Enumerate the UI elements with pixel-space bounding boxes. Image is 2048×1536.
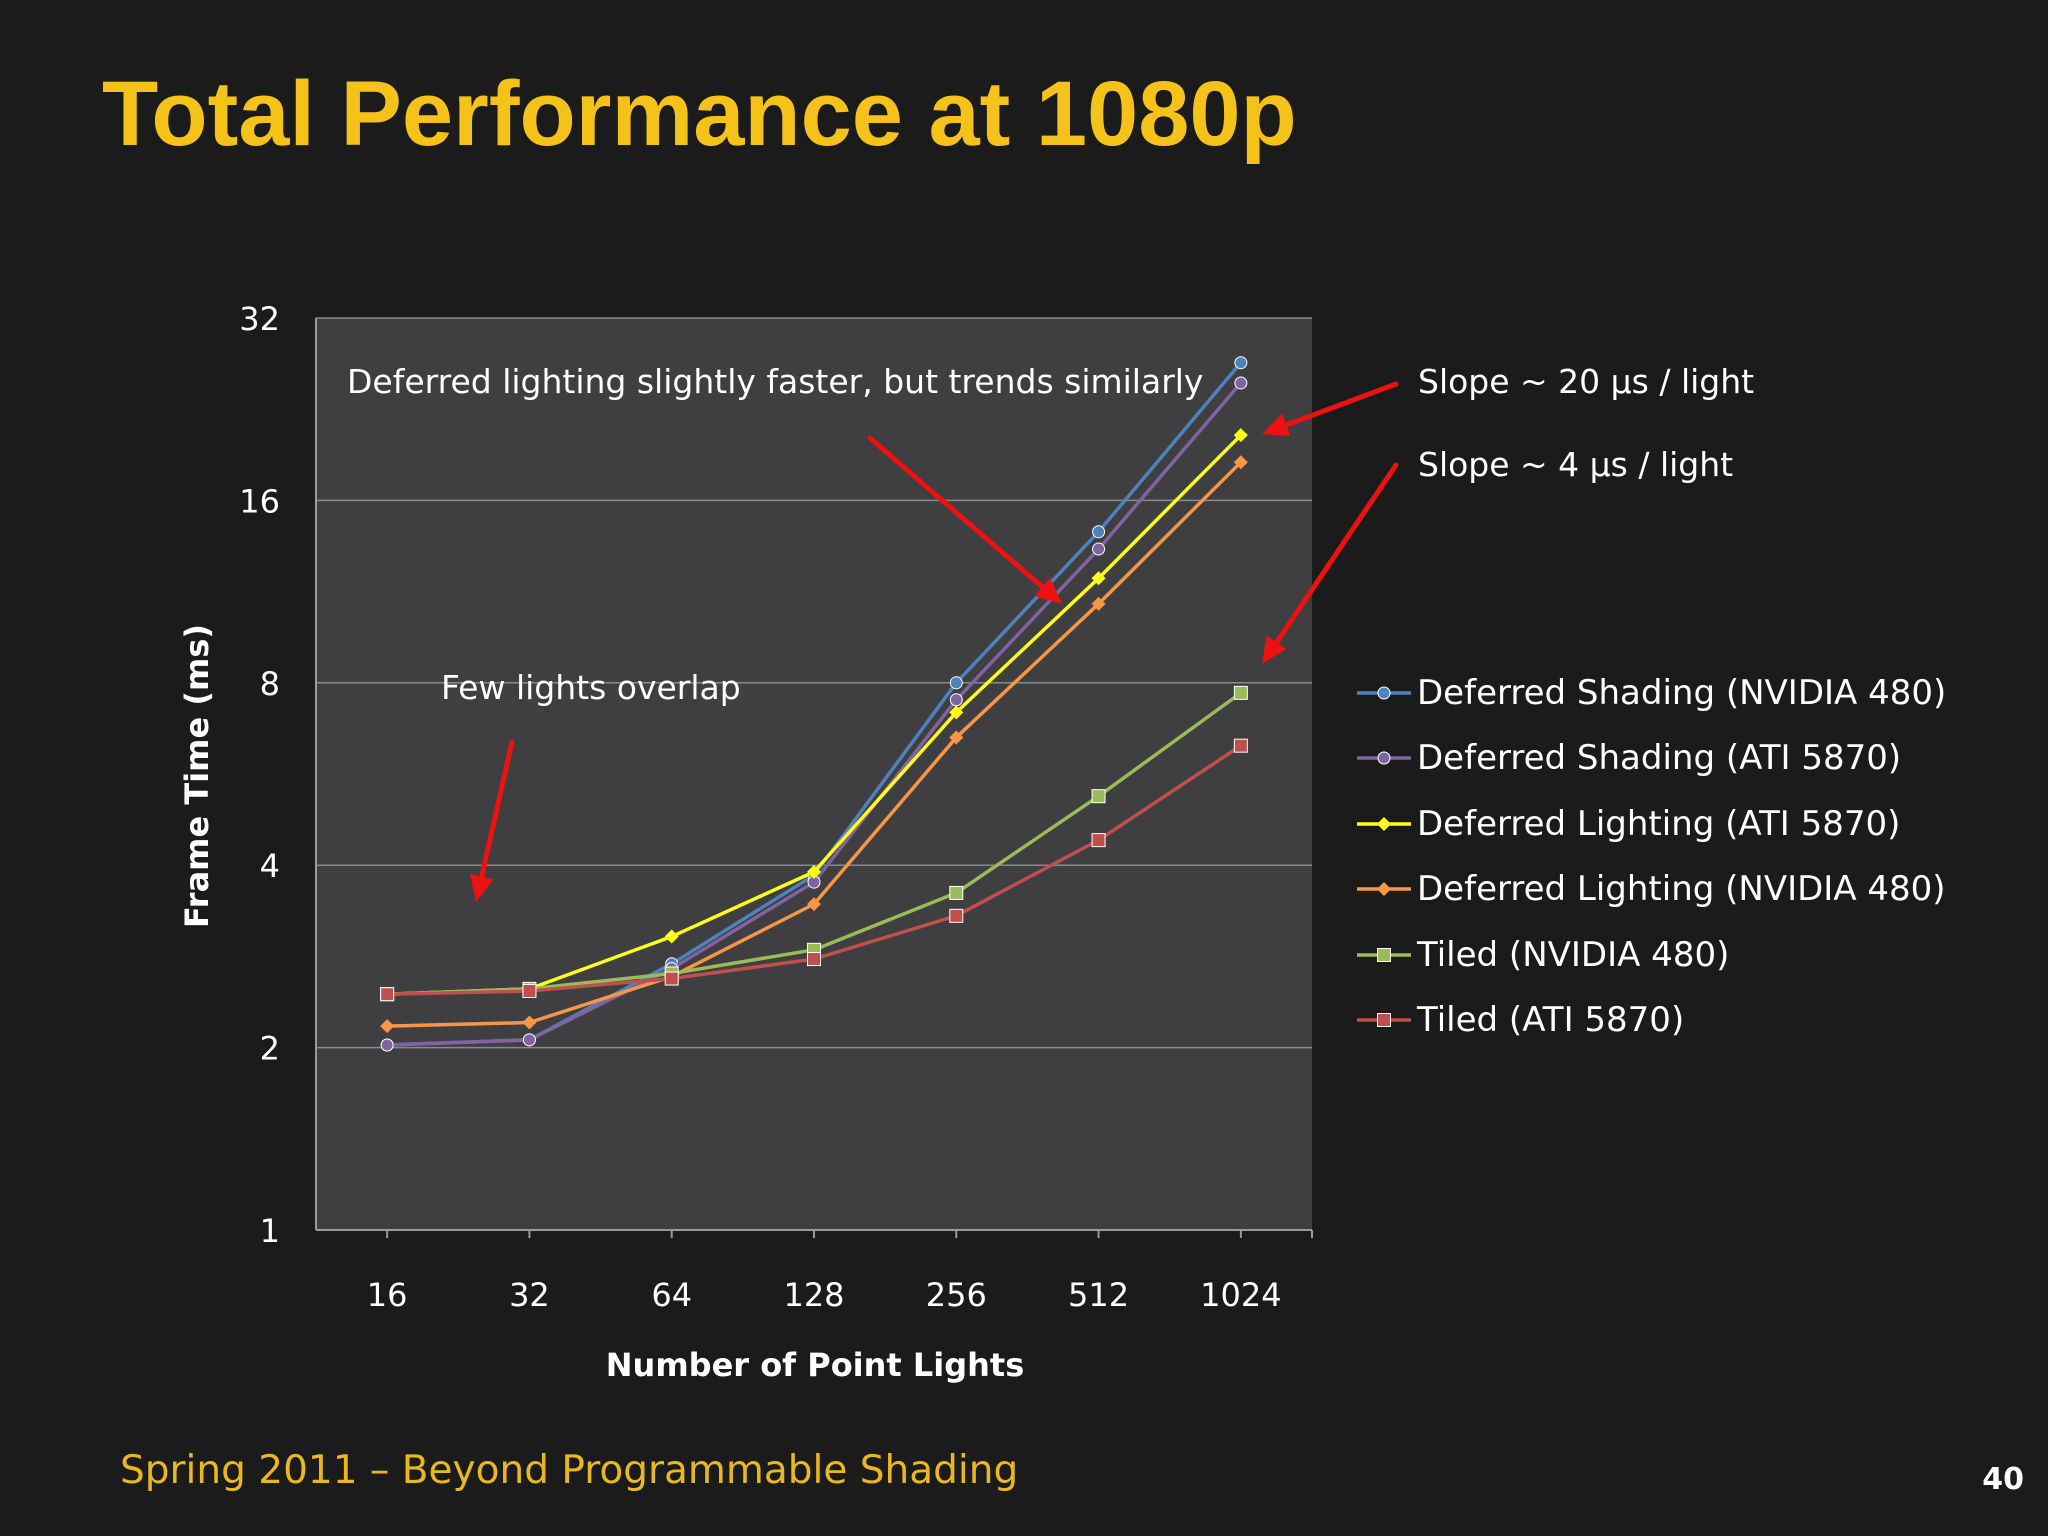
few-lights-annotation: Few lights overlap [441, 668, 741, 707]
data-point-2-4 [949, 705, 964, 720]
data-point-5-3 [807, 952, 821, 967]
legend-label: Deferred Lighting (NVIDIA 480) [1417, 869, 1946, 910]
data-point-4-6 [1233, 685, 1248, 700]
legend-swatch [1357, 1013, 1411, 1028]
y-axis-label: Frame Time (ms) [178, 624, 216, 928]
footer-text: Spring 2011 – Beyond Programmable Shadin… [120, 1448, 1019, 1493]
x-tick-label-256: 256 [926, 1276, 987, 1314]
data-point-0-6 [1234, 356, 1248, 370]
legend-label: Tiled (NVIDIA 480) [1417, 934, 1730, 975]
tick-labels: 1 2 4 8 16 32 16 32 64 128 256 512 1024 [239, 300, 1281, 1314]
data-point-5-0 [380, 987, 395, 1002]
x-tick-label-128: 128 [783, 1276, 844, 1314]
legend-item: Tiled (ATI 5870) [1355, 988, 1946, 1054]
data-point-2-6 [1233, 428, 1248, 443]
deferred-lighting-annotation: Deferred lighting slightly faster, but t… [347, 362, 1204, 401]
data-point-1-5 [1092, 542, 1106, 556]
data-point-4-5 [1091, 789, 1106, 804]
slide-title: Total Performance at 1080p [102, 63, 1297, 165]
legend-label: Tiled (ATI 5870) [1417, 1000, 1685, 1041]
data-point-1-4 [949, 693, 963, 707]
arrow-few-lights-head [470, 874, 494, 902]
legend-label: Deferred Lighting (ATI 5870) [1417, 803, 1901, 844]
y-tick-label-32: 32 [239, 300, 280, 338]
y-tick-label-16: 16 [239, 482, 280, 520]
data-point-2-2 [664, 929, 679, 944]
series-layer [380, 356, 1248, 1052]
annotation-arrows [470, 381, 1399, 902]
legend-swatch-marker [1377, 1013, 1391, 1028]
x-tick-label-512: 512 [1068, 1276, 1129, 1314]
data-point-4-4 [949, 885, 964, 900]
data-point-3-3 [807, 897, 821, 912]
legend-swatch-marker [1377, 751, 1391, 765]
data-point-3-1 [522, 1015, 537, 1030]
legend-swatch-marker [1377, 882, 1391, 897]
data-point-0-5 [1092, 525, 1106, 539]
legend-item: Deferred Shading (NVIDIA 480) [1355, 660, 1946, 726]
data-point-3-5 [1091, 596, 1106, 611]
slope-20-annotation: Slope ~ 20 µs / light [1418, 362, 1755, 401]
x-tick-label-64: 64 [651, 1276, 692, 1314]
data-point-3-6 [1233, 455, 1248, 470]
legend-swatch-marker [1377, 947, 1391, 962]
legend-swatch [1357, 816, 1411, 831]
page-number: 40 [1982, 1462, 2024, 1497]
plot-area [316, 318, 1312, 1230]
y-tick-label-4: 4 [260, 847, 280, 885]
legend-item: Deferred Lighting (NVIDIA 480) [1355, 857, 1946, 923]
legend-item: Tiled (NVIDIA 480) [1355, 922, 1946, 988]
arrow-slope-20-head [1262, 413, 1291, 437]
arrow-deferred-lighting [867, 435, 1062, 604]
series-5 [380, 738, 1248, 1002]
axes [315, 318, 1313, 1238]
data-point-5-1 [522, 983, 537, 998]
x-tick-label-32: 32 [509, 1276, 550, 1314]
arrow-few-lights-shaft [479, 739, 515, 880]
data-point-2-5 [1091, 571, 1106, 586]
legend-swatch [1357, 686, 1411, 700]
arrow-slope-4-shaft [1274, 462, 1399, 645]
data-point-5-5 [1091, 833, 1106, 848]
series-1 [380, 376, 1248, 1052]
x-tick-label-1024: 1024 [1200, 1276, 1281, 1314]
arrow-deferred-lighting-shaft [867, 435, 1045, 590]
arrow-slope-20 [1262, 381, 1399, 437]
data-point-1-0 [380, 1038, 394, 1052]
y-tick-label-8: 8 [260, 665, 280, 703]
data-point-3-4 [949, 730, 964, 745]
arrow-slope-4-head [1262, 635, 1287, 664]
data-point-3-0 [380, 1019, 395, 1034]
y-tick-label-2: 2 [260, 1030, 280, 1068]
data-point-5-6 [1233, 738, 1248, 753]
legend-item: Deferred Shading (ATI 5870) [1355, 726, 1946, 792]
data-point-5-4 [949, 908, 964, 923]
arrow-slope-20-shaft [1283, 381, 1399, 428]
legend-item: Deferred Lighting (ATI 5870) [1355, 791, 1946, 857]
x-tick-label-16: 16 [367, 1276, 408, 1314]
arrow-deferred-lighting-head [1034, 577, 1062, 604]
data-point-1-1 [522, 1033, 536, 1047]
data-point-2-3 [807, 864, 821, 879]
grid-lines [316, 317, 1312, 1049]
legend-swatch [1357, 882, 1411, 897]
legend-label: Deferred Shading (ATI 5870) [1417, 738, 1902, 779]
data-point-0-4 [949, 676, 963, 690]
legend-swatch [1357, 751, 1411, 765]
y-tick-label-1: 1 [260, 1212, 280, 1250]
data-point-1-6 [1234, 376, 1248, 390]
legend-swatch-marker [1377, 686, 1391, 700]
arrow-slope-4 [1262, 462, 1399, 664]
x-axis-label: Number of Point Lights [606, 1346, 1025, 1384]
chart-legend: Deferred Shading (NVIDIA 480) Deferred Sh… [1355, 660, 1946, 1053]
slope-4-annotation: Slope ~ 4 µs / light [1418, 445, 1734, 484]
legend-label: Deferred Shading (NVIDIA 480) [1417, 672, 1947, 713]
legend-swatch-marker [1377, 816, 1391, 831]
legend-swatch [1357, 947, 1411, 962]
arrow-few-lights [470, 739, 515, 902]
data-point-5-2 [664, 971, 679, 986]
